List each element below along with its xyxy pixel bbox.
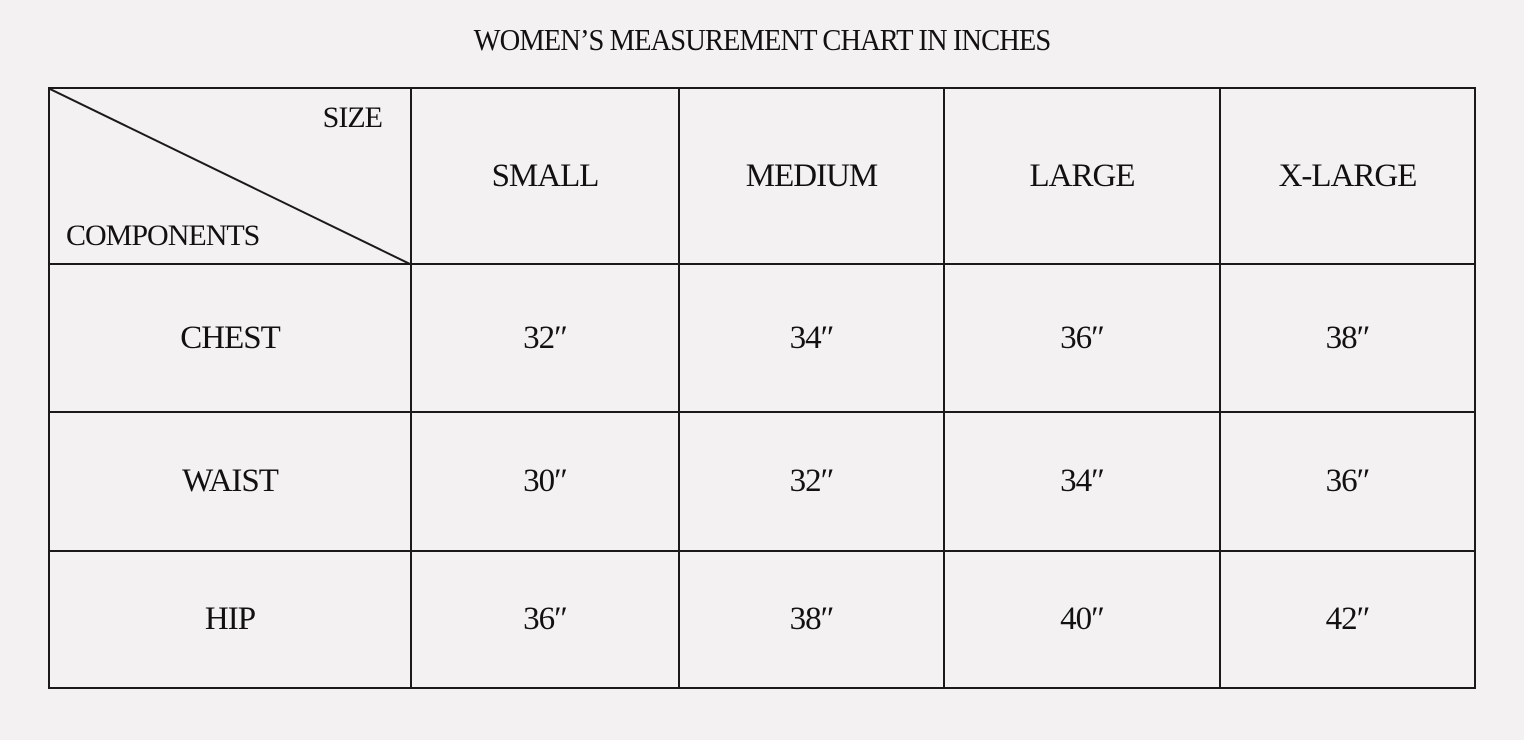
diagonal-divider [50,89,412,265]
table-row-waist: WAIST 30″ 32″ 34″ 36″ [48,411,1476,552]
table-cell: 38″ [678,550,945,689]
size-header-large: LARGE [943,87,1221,265]
table-cell: 32″ [410,263,680,413]
chart-title: WOMEN’S MEASUREMENT CHART IN INCHES [473,22,1052,57]
table-cell: 42″ [1219,550,1476,689]
table-row-chest: CHEST 32″ 34″ 36″ 38″ [48,263,1476,413]
components-label: COMPONENTS [66,219,260,252]
size-label: SIZE [322,101,383,134]
table-cell: 34″ [678,263,945,413]
size-header-medium: MEDIUM [678,87,945,265]
header-row: SIZE COMPONENTS SMALL MEDIUM LARGE X-LAR… [48,87,1476,265]
size-header-small: SMALL [410,87,680,265]
table-cell: 32″ [678,411,945,552]
table-cell: 34″ [943,411,1221,552]
table-cell: 30″ [410,411,680,552]
table-cell: 38″ [1219,263,1476,413]
table-cell: 40″ [943,550,1221,689]
table-cell: 36″ [410,550,680,689]
table-row-hip: HIP 36″ 38″ 40″ 42″ [48,550,1476,689]
component-label: HIP [48,550,412,689]
measurement-table: SIZE COMPONENTS SMALL MEDIUM LARGE X-LAR… [48,87,1476,689]
size-header-xlarge: X-LARGE [1219,87,1476,265]
corner-cell: SIZE COMPONENTS [48,87,412,265]
component-label: WAIST [48,411,412,552]
table-cell: 36″ [1219,411,1476,552]
component-label: CHEST [48,263,412,413]
table-cell: 36″ [943,263,1221,413]
